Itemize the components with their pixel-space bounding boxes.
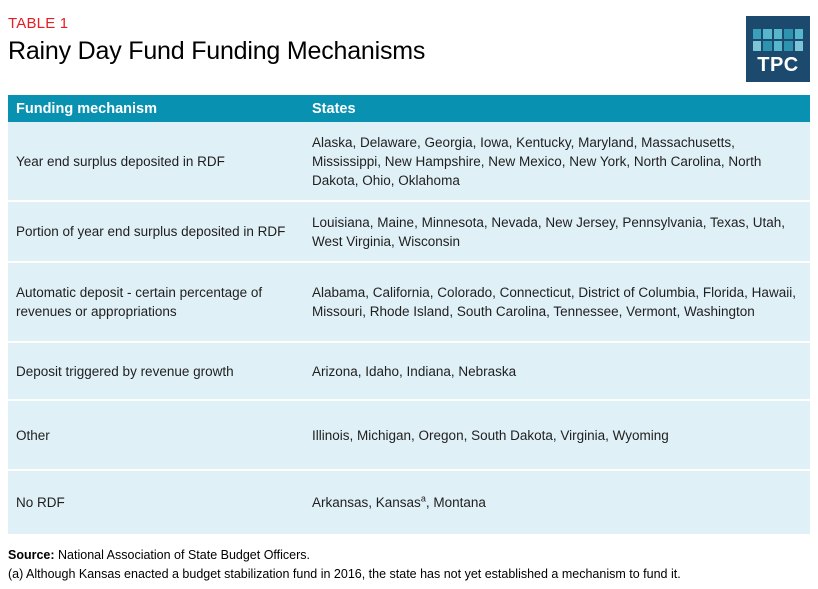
title-block: TABLE 1 Rainy Day Fund Funding Mechanism… (8, 0, 810, 95)
states-cell: Alabama, California, Colorado, Connectic… (312, 285, 796, 319)
states-text: , Montana (425, 495, 486, 510)
table-row: No RDF Arkansas, Kansasa, Montana (8, 471, 810, 534)
logo-grid-icon (753, 29, 803, 51)
table-row: Other Illinois, Michigan, Oregon, South … (8, 401, 810, 471)
states-cell: Alaska, Delaware, Georgia, Iowa, Kentuck… (312, 134, 762, 188)
mechanism-cell: Automatic deposit - certain percentage o… (16, 285, 263, 319)
table-row: Automatic deposit - certain percentage o… (8, 263, 810, 343)
column-header-states: States (312, 100, 356, 117)
mechanism-cell: Portion of year end surplus deposited in… (16, 224, 286, 239)
tpc-logo: TPC (746, 16, 810, 82)
source-text: National Association of State Budget Off… (54, 548, 311, 562)
source-note: Source: National Association of State Bu… (8, 546, 810, 565)
table-label: TABLE 1 (8, 15, 69, 32)
mechanism-cell: Year end surplus deposited in RDF (16, 153, 225, 169)
table-footer: Source: National Association of State Bu… (8, 534, 810, 584)
states-text: Arkansas, Kansas (312, 495, 421, 510)
table-row: Portion of year end surplus deposited in… (8, 202, 810, 263)
footnote-marker: a (420, 493, 426, 504)
table-row: Year end surplus deposited in RDF Alaska… (8, 122, 810, 202)
page-title: Rainy Day Fund Funding Mechanisms (8, 37, 426, 65)
table-header-row: Funding mechanism States (8, 95, 810, 122)
source-label: Source: (8, 548, 55, 562)
states-cell: Louisiana, Maine, Minnesota, Nevada, New… (312, 214, 786, 249)
states-cell: Illinois, Michigan, Oregon, South Dakota… (312, 427, 669, 443)
funding-mechanisms-table: Funding mechanism States Year end surplu… (8, 95, 810, 534)
mechanism-cell: Deposit triggered by revenue growth (16, 363, 234, 379)
states-cell: Arkansas, Kansasa, Montana (312, 493, 810, 512)
states-cell: Arizona, Idaho, Indiana, Nebraska (312, 363, 517, 379)
logo-text: TPC (757, 54, 799, 76)
column-header-mechanism: Funding mechanism (16, 100, 157, 117)
footnote: (a) Although Kansas enacted a budget sta… (8, 567, 681, 581)
mechanism-cell: Other (16, 427, 50, 443)
mechanism-cell: No RDF (16, 495, 65, 510)
table-row: Deposit triggered by revenue growth Ariz… (8, 343, 810, 401)
